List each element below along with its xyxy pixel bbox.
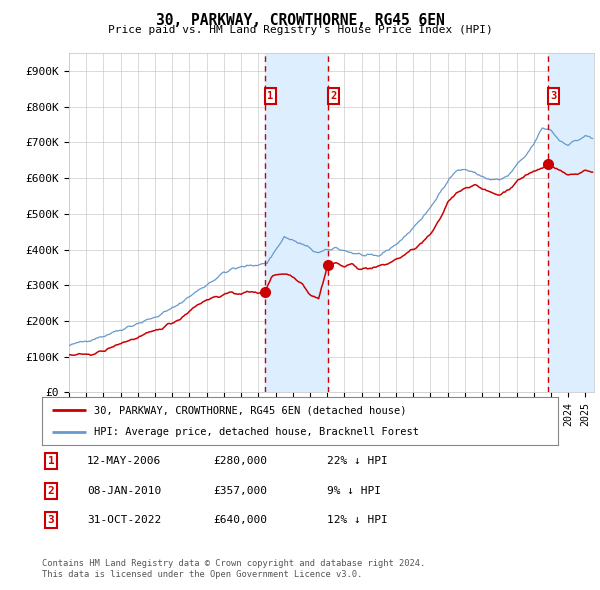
Text: 1: 1 bbox=[267, 91, 274, 101]
Text: 3: 3 bbox=[551, 91, 557, 101]
Bar bbox=[265, 53, 328, 392]
Text: £357,000: £357,000 bbox=[213, 486, 267, 496]
Text: 12% ↓ HPI: 12% ↓ HPI bbox=[327, 516, 388, 525]
Text: 2: 2 bbox=[47, 486, 55, 496]
Text: £640,000: £640,000 bbox=[213, 516, 267, 525]
Text: 1: 1 bbox=[47, 457, 55, 466]
Text: Contains HM Land Registry data © Crown copyright and database right 2024.: Contains HM Land Registry data © Crown c… bbox=[42, 559, 425, 568]
Text: 22% ↓ HPI: 22% ↓ HPI bbox=[327, 457, 388, 466]
Text: 12-MAY-2006: 12-MAY-2006 bbox=[87, 457, 161, 466]
Bar bbox=[548, 53, 594, 392]
Text: HPI: Average price, detached house, Bracknell Forest: HPI: Average price, detached house, Brac… bbox=[94, 427, 419, 437]
Text: 30, PARKWAY, CROWTHORNE, RG45 6EN (detached house): 30, PARKWAY, CROWTHORNE, RG45 6EN (detac… bbox=[94, 405, 406, 415]
Text: 31-OCT-2022: 31-OCT-2022 bbox=[87, 516, 161, 525]
Text: £280,000: £280,000 bbox=[213, 457, 267, 466]
Text: Price paid vs. HM Land Registry's House Price Index (HPI): Price paid vs. HM Land Registry's House … bbox=[107, 25, 493, 35]
Text: 2: 2 bbox=[330, 91, 337, 101]
Text: 9% ↓ HPI: 9% ↓ HPI bbox=[327, 486, 381, 496]
Text: 3: 3 bbox=[47, 516, 55, 525]
Text: 30, PARKWAY, CROWTHORNE, RG45 6EN: 30, PARKWAY, CROWTHORNE, RG45 6EN bbox=[155, 13, 445, 28]
Text: 08-JAN-2010: 08-JAN-2010 bbox=[87, 486, 161, 496]
Text: This data is licensed under the Open Government Licence v3.0.: This data is licensed under the Open Gov… bbox=[42, 571, 362, 579]
